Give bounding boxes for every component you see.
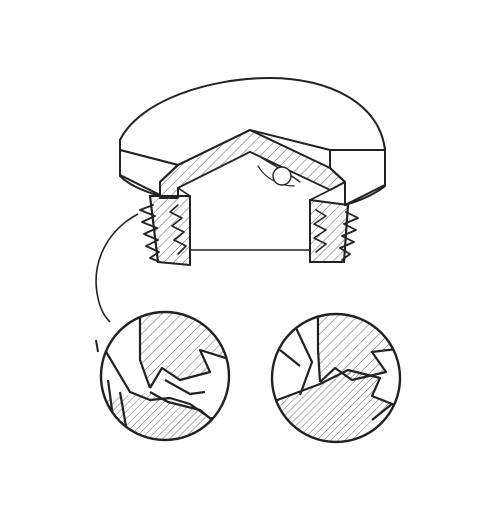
left-thread-skirt [139,195,191,266]
cap-main-view [119,77,386,266]
right-thread-skirt [309,199,359,263]
detail-leader-line [95,213,139,323]
detail-circle-left [95,310,231,442]
detail-circle-right [270,312,402,444]
